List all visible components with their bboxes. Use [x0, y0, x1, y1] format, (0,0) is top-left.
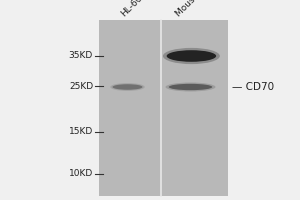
Text: 35KD: 35KD — [69, 51, 93, 60]
Text: 25KD: 25KD — [69, 82, 93, 90]
Ellipse shape — [166, 83, 215, 91]
Text: 10KD: 10KD — [69, 170, 93, 178]
Text: HL-60: HL-60 — [120, 0, 145, 18]
Ellipse shape — [163, 48, 220, 64]
Ellipse shape — [169, 84, 212, 90]
Ellipse shape — [112, 84, 142, 90]
Ellipse shape — [167, 50, 216, 62]
FancyBboxPatch shape — [99, 20, 228, 196]
Text: Mouse liver: Mouse liver — [174, 0, 217, 18]
Text: 15KD: 15KD — [69, 128, 93, 136]
Text: — CD70: — CD70 — [232, 82, 274, 92]
Ellipse shape — [110, 83, 145, 91]
